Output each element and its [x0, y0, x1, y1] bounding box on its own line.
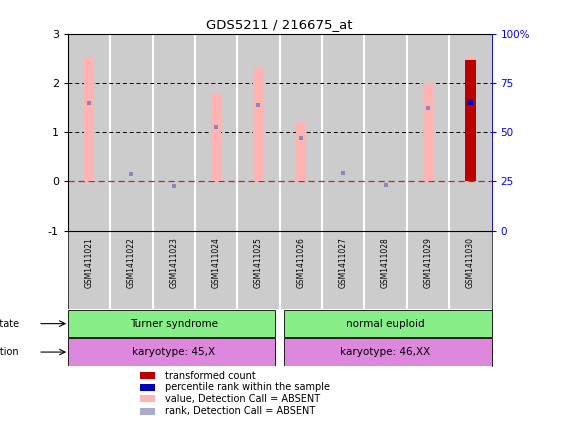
Text: percentile rank within the sample: percentile rank within the sample [165, 382, 331, 392]
Text: GSM1411023: GSM1411023 [170, 237, 178, 288]
Bar [110, 34, 153, 231]
Bar [284, 338, 492, 366]
Text: karyotype: 46,XX: karyotype: 46,XX [341, 347, 431, 357]
Bar [140, 372, 155, 379]
Title: GDS5211 / 216675_at: GDS5211 / 216675_at [206, 18, 353, 31]
Bar [68, 34, 110, 231]
Bar [449, 34, 492, 231]
Bar [68, 338, 276, 366]
Text: karyotype: 45,X: karyotype: 45,X [132, 347, 215, 357]
Text: transformed count: transformed count [165, 371, 256, 381]
Bar [423, 83, 433, 181]
Text: value, Detection Call = ABSENT: value, Detection Call = ABSENT [165, 394, 320, 404]
Bar [407, 34, 449, 231]
Bar [84, 58, 94, 181]
Text: GSM1411029: GSM1411029 [424, 237, 432, 288]
Bar [153, 34, 195, 231]
Text: normal euploid: normal euploid [346, 319, 425, 329]
Text: GSM1411022: GSM1411022 [127, 237, 136, 288]
Text: GSM1411027: GSM1411027 [339, 237, 347, 288]
Bar [237, 34, 280, 231]
Bar [140, 384, 155, 391]
Text: disease state: disease state [0, 319, 19, 329]
Bar [364, 34, 407, 231]
Bar [253, 68, 264, 181]
Bar [280, 34, 322, 231]
Bar [195, 34, 237, 231]
Bar [140, 395, 155, 403]
Text: GSM1411025: GSM1411025 [254, 237, 263, 288]
Text: GSM1411024: GSM1411024 [212, 237, 220, 288]
Text: GSM1411030: GSM1411030 [466, 237, 475, 288]
Bar [465, 58, 476, 181]
Bar [465, 60, 476, 181]
Bar [140, 408, 155, 415]
Bar [322, 34, 364, 231]
Text: genotype/variation: genotype/variation [0, 347, 19, 357]
Text: Turner syndrome: Turner syndrome [130, 319, 218, 329]
Text: GSM1411028: GSM1411028 [381, 237, 390, 288]
Bar [284, 310, 492, 337]
Bar [68, 310, 276, 337]
Text: GSM1411026: GSM1411026 [297, 237, 305, 288]
Bar [211, 93, 221, 181]
Text: rank, Detection Call = ABSENT: rank, Detection Call = ABSENT [165, 407, 315, 416]
Bar [295, 122, 306, 181]
Text: GSM1411021: GSM1411021 [85, 237, 93, 288]
